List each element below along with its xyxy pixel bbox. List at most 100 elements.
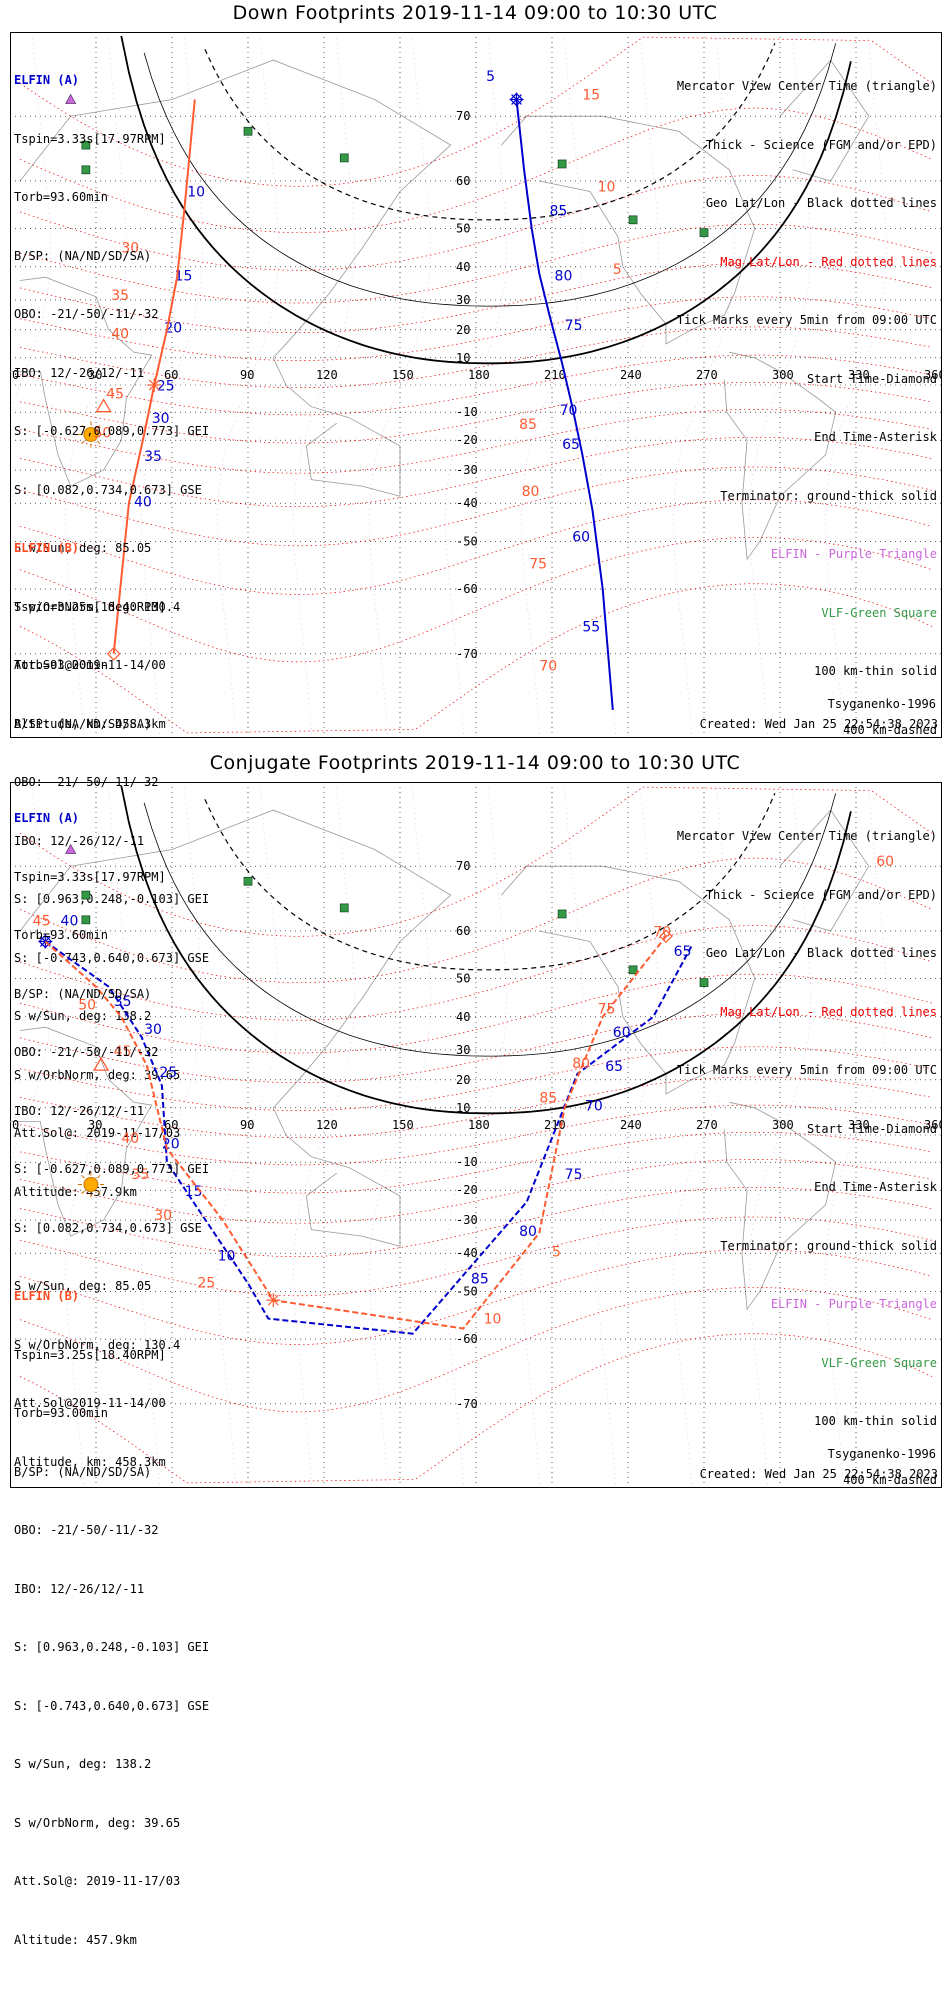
lon-tick-label: 360 [924,1118,942,1132]
bsp-text: B/SP: (NA/ND/SD/SA) [14,986,152,1001]
lat-tick-label: 20 [456,323,470,337]
mag-parallel [19,262,933,333]
elfin-b-tick-label: 30 [154,1208,172,1224]
lon-tick-label: 240 [620,368,642,382]
lat-tick-label: -50 [456,1285,478,1299]
elfin-b-tick-label: 45 [106,387,124,403]
sun-ray [81,424,85,429]
s-orbnorm-text: S w/OrbNorm, deg: 130.4 [14,1337,181,1352]
vlf-station-square [557,159,567,169]
lon-tick-label: 30 [88,368,102,382]
elfin-b-tick-label: 10 [598,179,616,195]
coastline [723,351,837,561]
elfin-b-tick-label: 45 [33,913,51,929]
legend-400km: 400 km-dashed [843,1472,937,1487]
elfin-b-tick-label: 15 [582,88,600,104]
elfin-b-tick-label: 85 [539,1090,557,1106]
lon-tick-label: 60 [164,1118,178,1132]
lon-tick-label: 210 [544,1118,566,1132]
coastline [19,59,452,497]
start-time-diamond [659,929,673,944]
vlf-station-square [81,165,91,175]
s-gse-text: S: [0.082,0.734,0.673] GSE [14,1220,202,1235]
tspin-text: Tspin=3.33s[17.97RPM] [14,131,166,146]
legend-start-time: Start Time-Diamond [806,371,937,386]
elfin-a-tick-label: 10 [218,1248,236,1264]
coastline [723,1101,837,1311]
terminator-ground [120,785,852,1115]
down-footprints-panel: Down Footprints 2019-11-14 09:00 to 10:3… [0,0,950,1199]
attsol-text: Att.Sol@2019-11-14/00 [14,1396,166,1410]
lat-tick-label: 40 [456,1010,470,1024]
vlf-station-square [81,915,91,925]
elfin-b-tick-label: 45 [114,1044,132,1060]
lat-tick-label: 50 [456,971,470,985]
legend-mag-grid: Mag Lat/Lon - Red dotted lines [720,1004,937,1019]
elfin-a-track [44,940,693,1335]
vlf-station-square [81,890,91,900]
elfin-a-tick-label: 55 [582,620,600,636]
lon-tick-label: 150 [392,368,414,382]
elfin-b-tick-label: 50 [93,425,111,441]
lat-tick-label: -70 [456,1397,478,1411]
mag-parallel [19,175,933,271]
elfin-a-tick-label: 40 [61,913,79,929]
s-gei-text: S: [-0.627,0.089,0.773] GEI [14,1162,210,1176]
mag-parallel [19,107,933,233]
sun-ray [96,1174,101,1179]
created-timestamp: Created: Wed Jan 25 22:54:38 2023 [699,1467,938,1481]
coastline [500,865,756,1095]
lon-tick-label: 90 [240,368,254,382]
lon-tick-label: 240 [620,1118,642,1132]
lat-tick-label: 70 [456,859,470,873]
bsp-text: B/SP: (NA/ND/SD/SA) [14,248,152,263]
terminator-100km [143,793,837,1057]
elfin-a-tick-label: 80 [519,1224,537,1240]
legend-tick-marks: Tick Marks every 5min from 09:00 UTC [676,1063,937,1077]
coastline [779,59,870,182]
mag-parallel [19,466,933,547]
lat-tick-label: -20 [456,433,478,447]
lat-tick-label: -50 [456,535,478,549]
lon-tick-label: 330 [848,1118,870,1132]
lat-tick-label: -10 [456,1155,478,1169]
elfin-b-tick-label: 80 [572,1056,590,1072]
legend-start-time: Start Time-Diamond [806,1121,937,1136]
end-time-asterisk [267,1294,279,1306]
sun-ray [96,1190,101,1195]
coastline [779,809,870,932]
end-time-asterisk [511,94,522,105]
mag-parallel [19,925,933,1021]
altitude-text: Altitude, km: 458.3km [14,1454,166,1469]
lat-tick-label: 20 [456,1073,470,1087]
created-timestamp: Created: Wed Jan 25 22:54:38 2023 [699,717,938,731]
legend-geo-grid: Geo Lat/Lon - Black dotted lines [705,196,937,210]
mag-parallel [19,1012,933,1083]
elfin-b-tick-label: 40 [121,1131,139,1147]
s-sun-text: S w/Sun, deg: 85.05 [14,541,152,555]
obo-text: OBO: -21/-50/-11/-32 [14,1523,159,1537]
lat-tick-label: 60 [456,924,470,938]
vlf-station-square [628,965,638,975]
vlf-station-square [243,876,253,886]
elfin-a-tick-label: 35 [144,449,162,465]
elfin-b-info-block: ELFIN (B) Tspin=3.25s[18.40RPM] Torb=93.… [14,1248,209,1989]
s-orbnorm-text: S w/OrbNorm, deg: 39.65 [14,1815,181,1830]
elfin-b-label: ELFIN (B) [14,1289,80,1303]
panel-title: Down Footprints 2019-11-14 09:00 to 10:3… [232,2,718,24]
elfin-a-tick-label: 65 [562,437,580,453]
elfin-b-tick-label: 85 [519,417,537,433]
s-sun-text: S w/Sun, deg: 85.05 [14,1279,152,1293]
elfin-a-info-block: ELFIN (A) Tspin=3.33s[17.97RPM] Torb=93.… [14,32,209,773]
footprint-map-chart: 0 30 60 90 120 150 180 210 240 270 300 330 360 70 60 50… [10,782,942,1488]
panel-title: Conjugate Footprints 2019-11-14 09:00 to… [209,752,741,774]
ibo-text: IBO: 12/-26/12/-11 [14,365,145,380]
map-legend: Mercator View Center Time (triangle) Thi… [677,38,937,779]
sun-ray [96,440,101,445]
attsol-text: Att.Sol@2019-11-14/00 [14,658,166,672]
footprint-map-chart: 0 30 60 90 120 150 180 210 240 270 300 330 360 70 60 50… [10,32,942,738]
vlf-station-square [557,909,567,919]
elfin-a-tick-label: 25 [157,378,175,394]
obo-text: OBO: -21/-50/-11/-32 [14,1045,159,1059]
vlf-station-square [628,215,638,225]
